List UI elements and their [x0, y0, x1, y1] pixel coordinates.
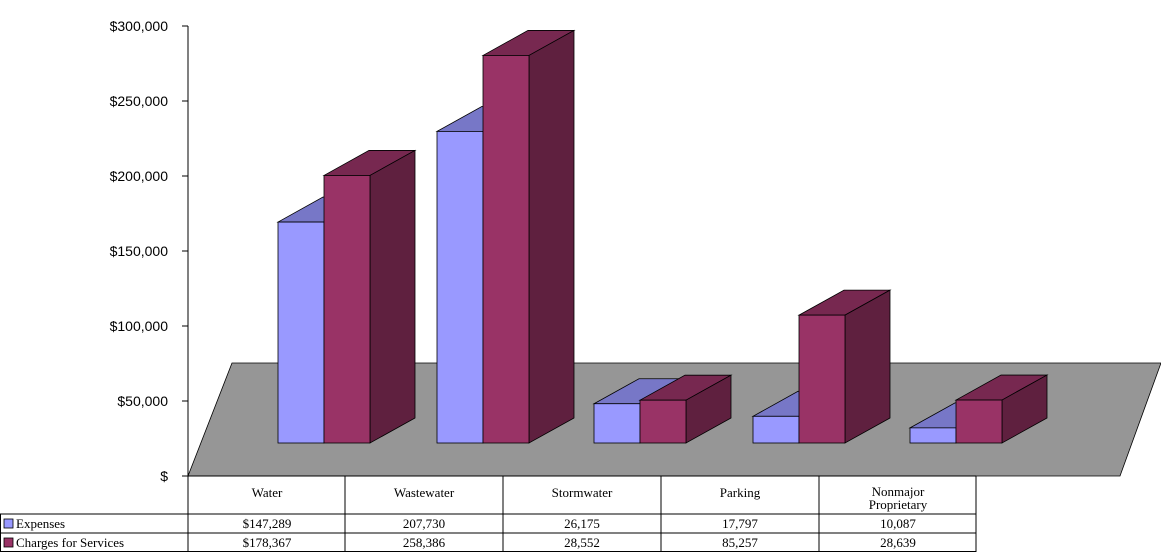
bar-charges: [954, 374, 1049, 444]
y-tick-label: $50,000: [117, 393, 168, 409]
bar-front-face: [639, 399, 687, 444]
data-table-cell: 258,386: [403, 535, 446, 550]
data-table-cell: $147,289: [243, 516, 292, 531]
data-table-cell: 28,552: [564, 535, 600, 550]
legend-swatch: [3, 537, 14, 548]
y-tick-label: $300,000: [110, 18, 169, 34]
bar-front-face: [277, 221, 325, 444]
bar-front-face: [436, 131, 484, 444]
bar-front-face: [593, 403, 641, 444]
data-table-cell: $178,367: [243, 535, 292, 550]
y-tick-label: $200,000: [110, 168, 169, 184]
bars-layer: [276, 29, 1049, 444]
data-table-cell: 17,797: [722, 516, 758, 531]
data-table-cell: 26,175: [564, 516, 600, 531]
category-label: Parking: [720, 485, 761, 500]
bar-front-face: [909, 427, 957, 444]
category-label: Water: [252, 485, 283, 500]
y-axis: $ $50,000 $100,000 $150,000 $200,000 $250,000…: [110, 18, 189, 484]
bar-side-face: [528, 29, 575, 444]
bar-charges: [638, 374, 733, 444]
data-table-cell: 28,639: [880, 535, 916, 550]
data-table: Water Wastewater Stormwater Parking Nonmajor…: [0, 475, 977, 552]
legend-label: Charges for Services: [16, 535, 124, 550]
bar-side-face: [844, 289, 891, 444]
bar-charges: [481, 29, 576, 444]
bar-front-face: [323, 175, 371, 444]
category-label: Proprietary: [869, 497, 928, 512]
data-table-cell: 207,730: [403, 516, 445, 531]
bar-front-face: [482, 55, 530, 444]
data-table-cell: 10,087: [880, 516, 916, 531]
category-label: Wastewater: [394, 485, 455, 500]
bar-charges: [322, 149, 417, 444]
y-tick-label: $: [160, 468, 168, 484]
bar-side-face: [369, 149, 416, 444]
bar-front-face: [752, 415, 800, 444]
data-table-cell: 85,257: [722, 535, 758, 550]
category-label: Stormwater: [552, 485, 613, 500]
bar-front-face: [798, 314, 846, 444]
bar-front-face: [955, 399, 1003, 444]
bar-charges: [797, 289, 892, 444]
category-label: Nonmajor: [872, 484, 925, 499]
y-tick-label: $250,000: [110, 93, 169, 109]
legend-swatch: [3, 518, 14, 529]
legend-label: Expenses: [16, 516, 65, 531]
y-tick-label: $150,000: [110, 243, 169, 259]
y-tick-label: $100,000: [110, 318, 169, 334]
